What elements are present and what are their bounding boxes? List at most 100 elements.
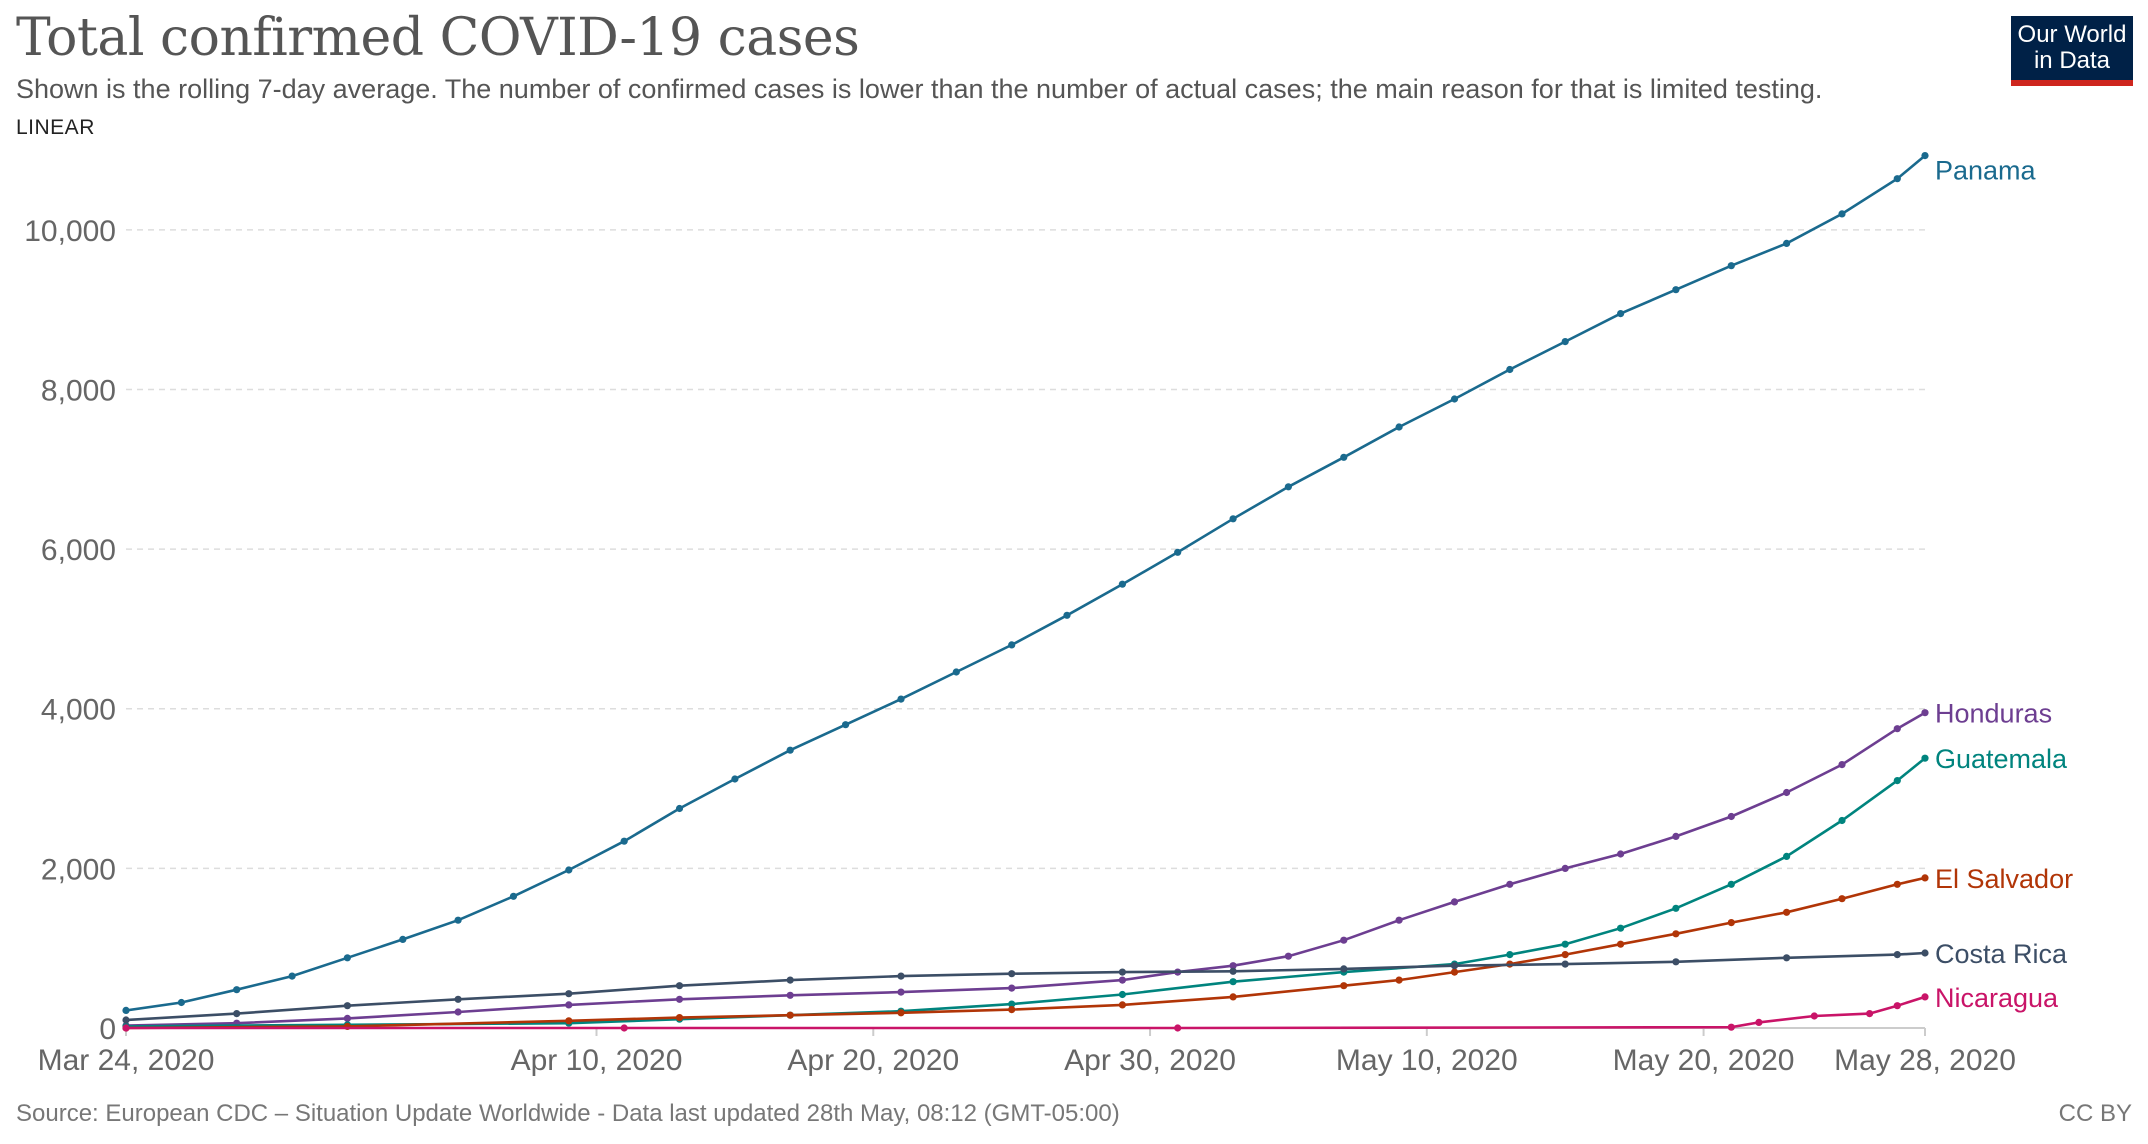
linear-scale-toggle[interactable]: LINEAR [16,116,95,139]
data-point [122,1024,130,1032]
data-point [1284,483,1292,491]
series-line [125,154,1926,1012]
data-point [1561,951,1569,959]
data-point [1783,852,1791,861]
data-point [1893,725,1901,733]
data-point [1118,1001,1126,1009]
data-point [565,1017,573,1025]
data-point [1727,880,1735,888]
series-label[interactable]: El Salvador [1935,864,2073,894]
data-point [675,1014,684,1022]
data-point [1561,864,1569,873]
owid-logo[interactable]: Our World in Data [2011,16,2133,86]
license-link[interactable]: CC BY [2058,1100,2132,1127]
data-point [177,998,185,1007]
data-point [1340,936,1348,944]
data-point [1783,908,1791,916]
data-point [454,995,462,1003]
data-point [1395,916,1403,924]
data-point [675,982,684,990]
data-point [1727,1023,1735,1031]
x-tick-label: May 28, 2020 [1834,1044,2016,1077]
data-point [675,804,684,813]
data-point [565,866,573,874]
data-point [454,1008,462,1016]
data-point [1395,423,1403,431]
data-point [1810,1012,1818,1020]
data-point [786,746,794,754]
data-point [1229,978,1237,986]
data-point [1340,965,1348,973]
chart-subtitle: Shown is the rolling 7-day average. The … [16,74,1823,104]
data-point [1008,641,1016,649]
data-point [786,976,794,984]
series-line [125,876,1926,1030]
data-point [1672,832,1680,841]
data-point [343,1014,351,1023]
data-point [1672,904,1680,912]
series-panama: Panama [122,152,2037,1015]
data-point [233,1010,241,1018]
data-point [1008,1000,1016,1008]
data-point [1672,286,1680,294]
data-point [1008,970,1016,978]
data-point [233,986,241,994]
y-tick-label: 2,000 [41,853,116,886]
series-honduras: Honduras [122,699,2052,1030]
data-point [620,837,628,845]
y-tick-label: 8,000 [41,374,116,407]
data-point [675,995,684,1003]
series-label[interactable]: Panama [1935,156,2037,186]
data-point [1617,924,1625,932]
series-label[interactable]: Guatemala [1935,744,2068,774]
series-label[interactable]: Nicaragua [1935,983,2059,1013]
x-tick-label: May 10, 2020 [1336,1044,1518,1077]
data-point [1921,754,1929,762]
data-point [1450,962,1459,970]
x-tick-label: Apr 10, 2020 [511,1044,683,1077]
data-point [1672,958,1680,966]
data-point [1838,761,1846,769]
data-point [1450,898,1459,906]
series-line [125,711,1926,1027]
data-point [1617,310,1625,318]
data-point [122,1016,130,1024]
data-point [897,1009,905,1017]
series-label[interactable]: Honduras [1935,699,2052,729]
data-point [1921,993,1929,1001]
data-point [1783,239,1791,247]
data-point [1893,175,1901,183]
x-tick-label: Apr 30, 2020 [1064,1044,1236,1077]
data-point [1229,515,1237,523]
y-tick-label: 6,000 [41,534,116,567]
data-point [1008,1006,1016,1014]
data-point [786,1011,794,1019]
data-point [1284,952,1292,960]
y-tick-label: 10,000 [24,215,116,248]
data-point [1727,262,1735,270]
data-point [1229,967,1237,975]
data-point [897,972,905,980]
data-point [1866,1010,1874,1018]
data-point [1450,395,1459,403]
data-point [1893,777,1901,785]
data-point [897,695,905,703]
data-point [1008,984,1016,992]
data-point [1727,919,1735,927]
data-point [1838,210,1846,218]
data-point [399,935,407,944]
series-line [125,951,1926,1022]
series-label[interactable]: Costa Rica [1935,939,2068,969]
data-point [509,892,518,900]
data-point [1838,816,1846,825]
data-point [1118,580,1126,588]
data-point [454,916,462,924]
series-costa-rica: Costa Rica [122,939,2068,1024]
series-el-salvador: El Salvador [122,864,2073,1032]
data-point [1921,152,1929,160]
data-point [1506,365,1514,374]
y-tick-label: 0 [99,1013,116,1046]
data-point [343,954,351,962]
series-guatemala: Guatemala [122,744,2068,1030]
